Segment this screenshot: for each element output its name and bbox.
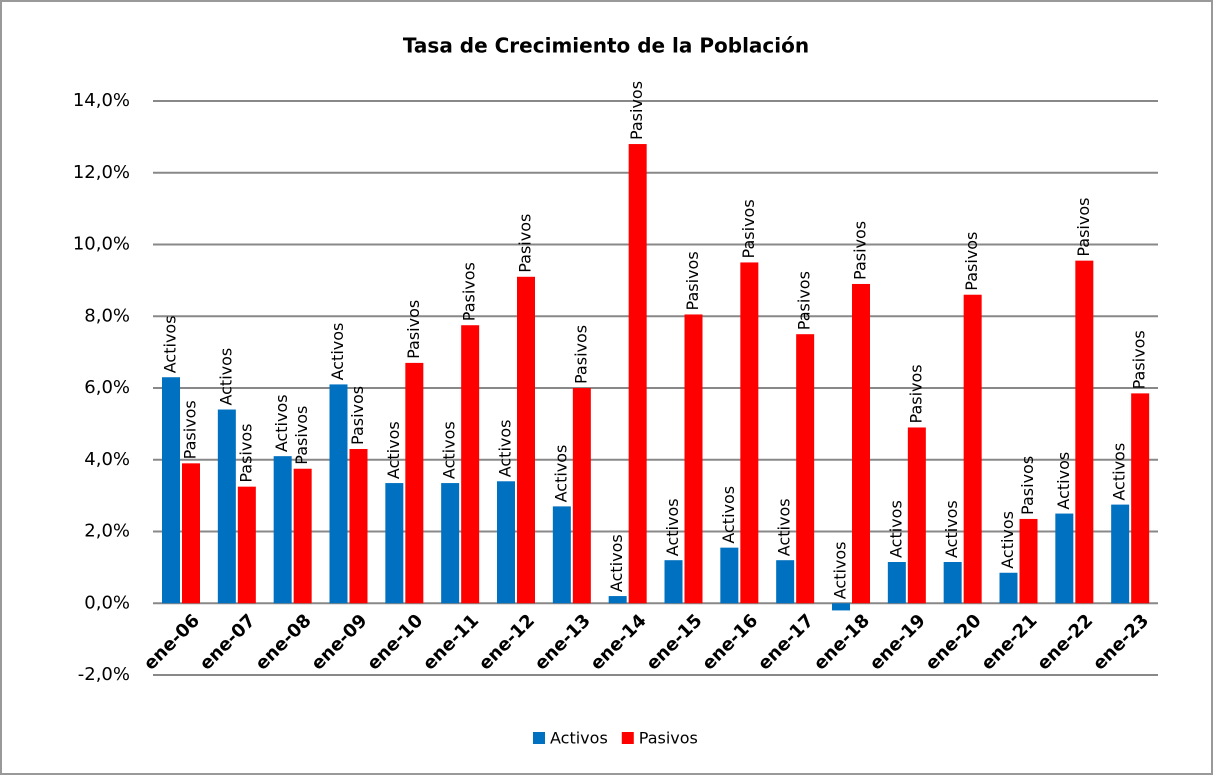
bar — [999, 572, 1018, 604]
bar — [162, 377, 180, 604]
data-label: Activos — [663, 498, 682, 556]
data-label: Activos — [496, 419, 515, 477]
bar — [182, 463, 200, 604]
data-label: Activos — [831, 541, 850, 599]
data-label: Activos — [1110, 443, 1129, 501]
data-label: Pasivos — [181, 400, 200, 459]
legend-swatch — [533, 732, 545, 744]
bar — [1019, 518, 1038, 604]
data-label: Activos — [328, 323, 347, 381]
bar — [720, 547, 739, 604]
data-label: Pasivos — [1018, 456, 1037, 515]
y-tick-label: 14,0% — [73, 90, 130, 111]
data-label: Pasivos — [571, 325, 590, 384]
data-label: Pasivos — [404, 300, 423, 359]
data-label: Activos — [551, 445, 570, 503]
bar — [963, 294, 982, 604]
data-label: Pasivos — [292, 406, 311, 465]
bar — [1131, 393, 1150, 604]
data-label: Pasivos — [851, 221, 870, 280]
y-tick-label: 6,0% — [84, 377, 130, 398]
y-tick-label: 8,0% — [84, 305, 130, 326]
bar — [293, 468, 312, 604]
data-label: Activos — [607, 534, 626, 592]
data-label: Pasivos — [516, 214, 535, 273]
data-label: Pasivos — [795, 271, 814, 330]
data-label: Pasivos — [683, 251, 702, 310]
bar — [796, 334, 815, 604]
y-tick-label: 0,0% — [84, 592, 130, 613]
bar — [217, 409, 236, 604]
y-tick-label: -2,0% — [78, 664, 130, 685]
bar — [684, 314, 703, 604]
data-label: Pasivos — [627, 81, 646, 140]
data-label: Pasivos — [906, 364, 925, 423]
bar — [852, 283, 870, 604]
chart-title: Tasa de Crecimiento de la Población — [403, 34, 809, 58]
legend-label: Activos — [550, 729, 608, 748]
data-label: Pasivos — [962, 232, 981, 291]
bar — [608, 596, 627, 604]
legend-label: Pasivos — [639, 729, 698, 748]
data-label: Pasivos — [739, 199, 758, 258]
y-tick-label: 2,0% — [84, 521, 130, 542]
bar — [887, 561, 906, 604]
bar — [1075, 260, 1094, 604]
bar — [740, 262, 759, 604]
data-label: Activos — [1054, 452, 1073, 510]
bar — [461, 325, 480, 604]
bar — [237, 486, 256, 604]
data-label: Pasivos — [1074, 198, 1093, 257]
data-label: Activos — [775, 498, 794, 556]
bar — [552, 506, 571, 604]
y-tick-label: 12,0% — [73, 162, 130, 183]
bar — [517, 276, 535, 604]
bar — [776, 560, 795, 604]
data-label: Activos — [161, 315, 180, 373]
data-label: Activos — [942, 500, 961, 558]
bar — [273, 456, 292, 604]
y-tick-label: 10,0% — [73, 234, 130, 255]
bar — [572, 388, 591, 604]
data-label: Activos — [440, 421, 459, 479]
bar — [943, 561, 962, 604]
bar — [329, 384, 348, 604]
bar — [1111, 504, 1130, 604]
bar — [907, 427, 926, 604]
bar — [1055, 513, 1074, 604]
bar — [441, 483, 460, 604]
data-label: Pasivos — [236, 424, 255, 483]
data-label: Activos — [886, 500, 905, 558]
legend-swatch — [621, 732, 634, 744]
data-label: Activos — [384, 421, 403, 479]
data-label: Pasivos — [348, 386, 367, 445]
y-tick-label: 4,0% — [84, 449, 130, 470]
data-label: Activos — [998, 511, 1017, 569]
bar — [628, 144, 647, 604]
bar — [832, 603, 850, 611]
data-label: Activos — [719, 486, 738, 544]
bar — [497, 481, 515, 604]
bar — [405, 362, 424, 604]
data-label: Pasivos — [460, 262, 479, 321]
bar — [664, 560, 683, 604]
bar — [385, 483, 404, 604]
data-label: Pasivos — [1130, 330, 1149, 389]
data-label: Activos — [272, 394, 291, 452]
data-label: Activos — [216, 348, 235, 406]
bar — [349, 448, 368, 604]
